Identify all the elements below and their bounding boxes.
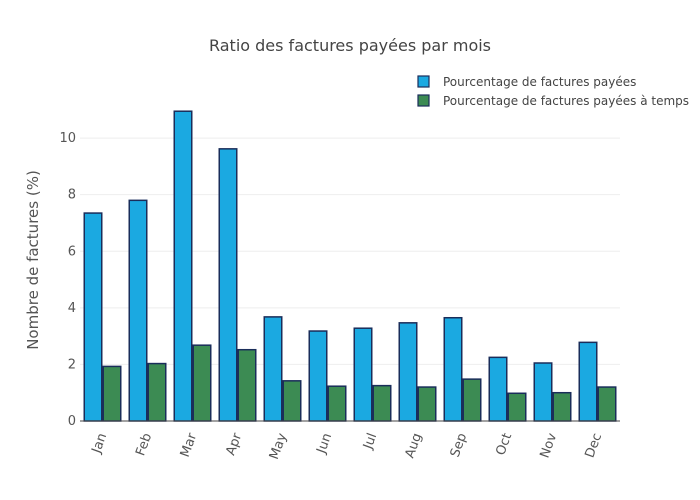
legend: Pourcentage de factures payées Pourcentag… xyxy=(417,75,689,108)
bar-feb-series-1 xyxy=(128,199,148,422)
chart-title: Ratio des factures payées par mois xyxy=(209,36,491,55)
x-tick-label: Dec xyxy=(583,431,606,460)
x-axis-ticks: Jan Feb Mar Apr May Jun Jul Aug Sep Oct Nov Dec xyxy=(89,431,605,462)
x-tick-label: Mar xyxy=(178,431,201,460)
y-tick-label: 0 xyxy=(68,414,76,429)
bar-sep-series-1 xyxy=(443,316,463,422)
legend-label: Pourcentage de factures payées xyxy=(443,75,636,89)
bar-jul-series-2 xyxy=(372,384,392,422)
legend-label: Pourcentage de factures payées à temps xyxy=(443,94,689,108)
bar-mar-series-1 xyxy=(173,110,193,422)
bar-apr-series-2 xyxy=(237,348,257,422)
y-tick-label: 2 xyxy=(68,357,76,372)
bar-jun-series-2 xyxy=(327,385,347,422)
bar-apr-series-1 xyxy=(218,148,238,422)
x-tick-label: Nov xyxy=(537,431,560,460)
bar-nov-series-1 xyxy=(533,362,553,422)
legend-swatch xyxy=(417,94,430,107)
x-tick-label: Jan xyxy=(89,431,110,456)
y-tick-label: 4 xyxy=(68,301,76,316)
bar-mar-series-2 xyxy=(192,344,212,422)
bar-may-series-1 xyxy=(263,316,283,422)
y-tick-label: 8 xyxy=(68,188,76,203)
bars xyxy=(83,110,617,422)
x-tick-label: Oct xyxy=(493,431,515,457)
x-tick-label: Sep xyxy=(448,431,470,459)
bar-jan-series-1 xyxy=(83,212,103,422)
x-tick-label: Jun xyxy=(314,431,335,456)
x-tick-label: Apr xyxy=(223,431,245,458)
y-tick-label: 6 xyxy=(68,244,76,259)
legend-swatch xyxy=(417,75,430,88)
bar-dec-series-2 xyxy=(597,386,617,422)
bar-dec-series-1 xyxy=(578,341,598,422)
bar-jun-series-1 xyxy=(308,330,328,422)
bar-sep-series-2 xyxy=(462,378,482,422)
bar-may-series-2 xyxy=(282,380,302,422)
bar-aug-series-2 xyxy=(417,386,437,422)
x-tick-label: Feb xyxy=(133,431,155,458)
x-tick-label: May xyxy=(267,431,290,462)
gridlines xyxy=(80,137,620,365)
bar-aug-series-1 xyxy=(398,322,418,422)
x-tick-label: Aug xyxy=(402,431,425,460)
bar-oct-series-1 xyxy=(488,356,508,422)
bar-jul-series-1 xyxy=(353,327,373,422)
bar-jan-series-2 xyxy=(102,365,122,422)
bar-nov-series-2 xyxy=(552,391,572,422)
bar-oct-series-2 xyxy=(507,392,527,422)
y-axis-ticks: 0 2 4 6 8 10 xyxy=(59,131,76,429)
bar-feb-series-2 xyxy=(147,362,167,422)
y-tick-label: 10 xyxy=(59,131,76,146)
y-axis-label: Nombre de factures (%) xyxy=(24,170,42,350)
x-tick-label: Jul xyxy=(360,431,380,452)
